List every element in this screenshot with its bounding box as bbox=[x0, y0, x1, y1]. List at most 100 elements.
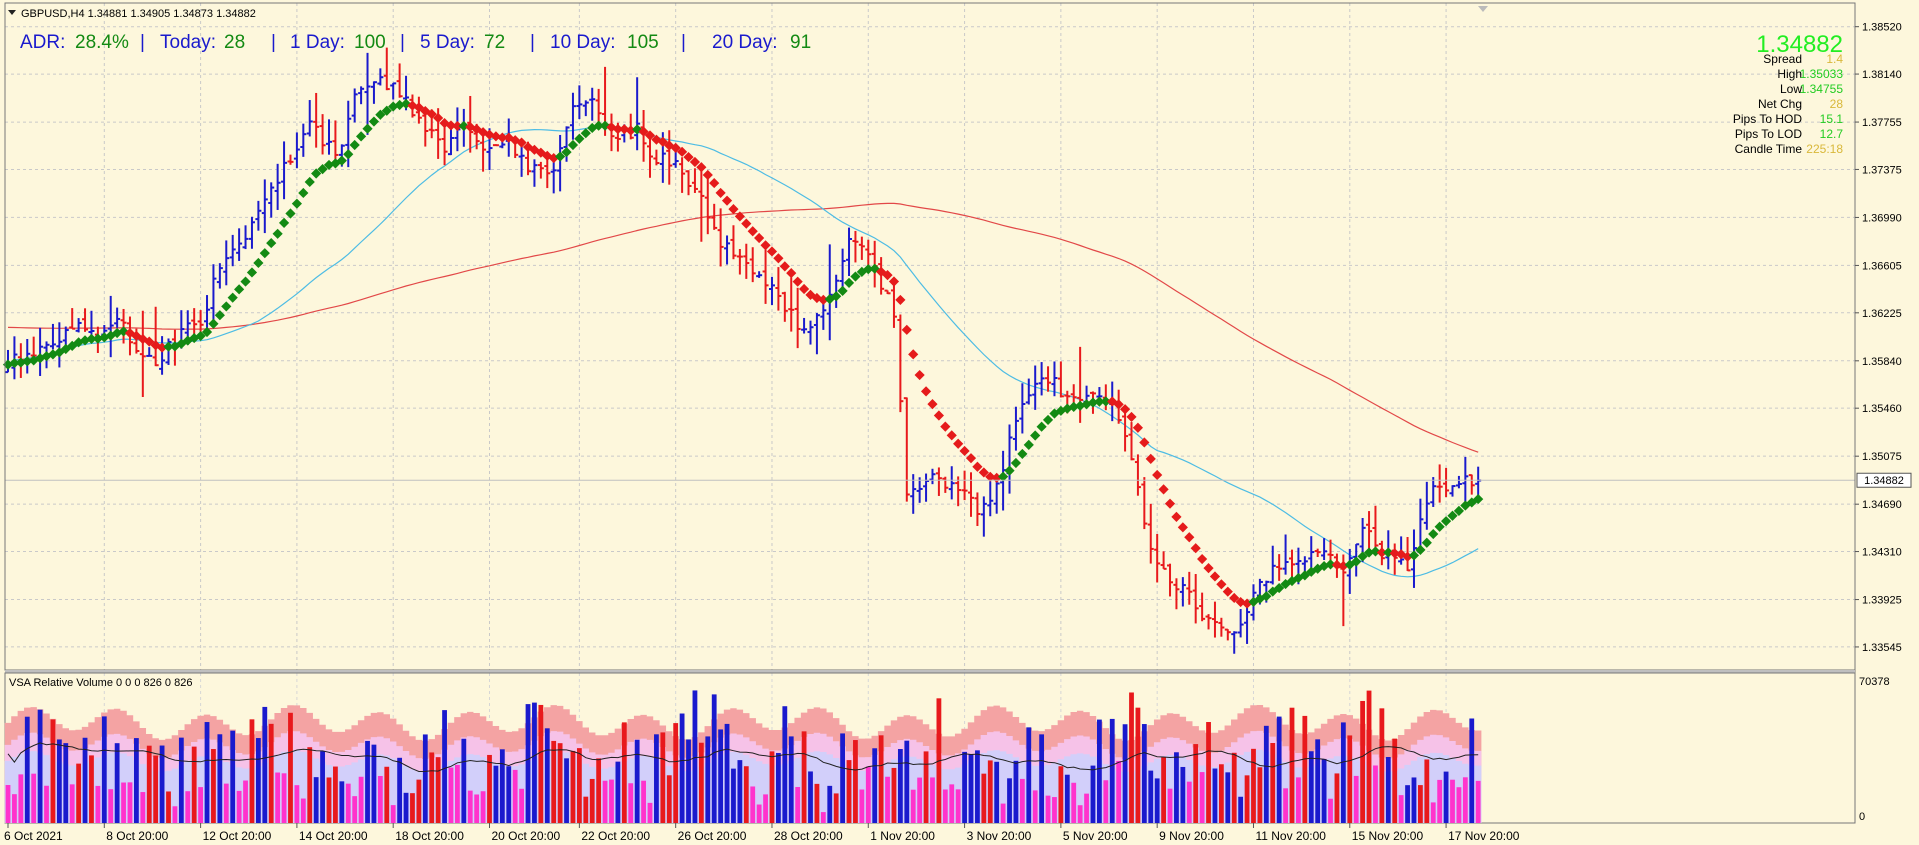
vsa-volume-bar bbox=[551, 740, 557, 823]
vsa-volume-bar bbox=[223, 783, 229, 823]
trend-ma-dot bbox=[1408, 550, 1420, 561]
vsa-volume-bar bbox=[1251, 748, 1256, 823]
today-value: 28 bbox=[224, 32, 245, 53]
vsa-volume-bar bbox=[172, 806, 178, 823]
symbol-header: GBPUSD,H4 1.34881 1.34905 1.34873 1.3488… bbox=[8, 8, 256, 20]
vsa-volume-bar bbox=[833, 793, 839, 823]
vsa-volume-bar bbox=[358, 776, 364, 823]
vsa-volume-bar bbox=[416, 779, 422, 823]
indicator-separator bbox=[5, 670, 1855, 673]
trend-ma-dot bbox=[1042, 414, 1054, 426]
vsa-volume-bar bbox=[1097, 719, 1102, 823]
vsa-volume-bar bbox=[467, 790, 473, 823]
vsa-volume-bar bbox=[185, 791, 191, 823]
vsa-volume-bar bbox=[114, 743, 120, 823]
vsa-volume-bar bbox=[12, 794, 17, 823]
price-axis-label: 1.35840 bbox=[1862, 356, 1902, 368]
adr-separator-3: | bbox=[400, 32, 405, 53]
vsa-volume-bar bbox=[596, 758, 602, 823]
vsa-volume-bar bbox=[641, 780, 646, 823]
trend-ma-dot bbox=[683, 151, 694, 163]
price-axis-label: 1.36605 bbox=[1862, 260, 1902, 272]
vsa-volume-bar bbox=[1193, 744, 1199, 823]
vsa-volume-bar bbox=[1052, 797, 1057, 823]
vsa-volume-bar bbox=[686, 739, 691, 823]
info-row-label: High bbox=[1777, 67, 1802, 81]
vsa-volume-bar bbox=[673, 723, 679, 823]
vsa-volume-bar bbox=[1392, 738, 1398, 823]
symbol-ohlc-line: GBPUSD,H4 1.34881 1.34905 1.34873 1.3488… bbox=[21, 8, 256, 20]
trend-ma-dot bbox=[1209, 571, 1221, 582]
vsa-volume-bar bbox=[1270, 742, 1276, 823]
time-axis-label: 17 Nov 20:00 bbox=[1448, 829, 1520, 843]
vsa-volume-bar bbox=[275, 772, 281, 823]
vsa-volume-bar bbox=[95, 785, 101, 823]
day10-label: 10 Day: bbox=[550, 32, 615, 53]
vsa-volume-bar bbox=[544, 728, 550, 823]
info-row-value: 1.34755 bbox=[1800, 82, 1844, 96]
vsa-volume-bar bbox=[583, 796, 589, 823]
vsa-volume-bar bbox=[1296, 777, 1301, 823]
vsa-volume-bar bbox=[403, 792, 409, 823]
vsa-volume-bar bbox=[1000, 803, 1006, 823]
chart-shift-marker[interactable] bbox=[1478, 6, 1488, 12]
adr-readout: ADR: 28.4% | Today: 28 | 1 Day: 100 | 5 … bbox=[20, 32, 811, 53]
info-row-label: Pips To HOD bbox=[1733, 112, 1802, 126]
vsa-volume-bar bbox=[76, 763, 82, 823]
vsa-volume-bar bbox=[18, 774, 24, 823]
vsa-volume-bar bbox=[589, 778, 595, 823]
vsa-volume-bar bbox=[878, 735, 884, 823]
vsa-volume-bar bbox=[448, 767, 454, 823]
dropdown-triangle-icon[interactable] bbox=[8, 10, 16, 15]
vsa-volume-bar bbox=[243, 780, 248, 823]
vsa-volume-bar bbox=[320, 751, 325, 823]
vsa-volume-bar bbox=[769, 751, 775, 823]
time-axis-label: 22 Oct 20:00 bbox=[581, 829, 650, 843]
trend-ma-dot bbox=[1389, 548, 1400, 559]
trend-ma-dot bbox=[92, 333, 103, 344]
vsa-volume-bar bbox=[512, 769, 518, 823]
trend-ma-dot bbox=[304, 176, 315, 188]
time-axis-label: 20 Oct 20:00 bbox=[492, 829, 561, 843]
trend-ma-dot bbox=[1363, 547, 1375, 558]
vsa-volume-bar bbox=[384, 766, 390, 823]
price-axis-label: 1.35460 bbox=[1862, 403, 1902, 415]
vsa-volume-bar bbox=[814, 783, 820, 823]
trend-ma-dot bbox=[375, 109, 386, 120]
trend-ma-dot bbox=[1126, 411, 1137, 423]
adr-separator-5: | bbox=[681, 32, 686, 53]
trend-ma-dot bbox=[972, 461, 983, 472]
vsa-volume-bar bbox=[1411, 777, 1417, 823]
trend-ma-dot bbox=[959, 445, 970, 457]
trend-ma-dot bbox=[214, 310, 225, 321]
info-row-label: Low bbox=[1780, 82, 1802, 96]
vsa-volume-bar bbox=[795, 786, 801, 823]
time-axis-label: 5 Nov 20:00 bbox=[1063, 829, 1128, 843]
vsa-volume-bar bbox=[365, 740, 370, 823]
vsa-volume-bar bbox=[1206, 722, 1211, 823]
trend-ma-dot bbox=[1216, 579, 1227, 590]
vsa-volume-bar bbox=[885, 776, 890, 823]
vsa-volume-bar bbox=[1360, 700, 1366, 823]
trend-ma-dot bbox=[1222, 586, 1233, 597]
vsa-volume-bar bbox=[724, 723, 730, 823]
vsa-volume-bar bbox=[634, 739, 640, 823]
medium-ma-path bbox=[7, 125, 1479, 578]
vsa-volume-bar bbox=[820, 812, 826, 823]
vsa-volume-bar bbox=[1058, 766, 1064, 823]
vsa-average-line bbox=[7, 742, 1479, 773]
vsa-volume-bar bbox=[660, 732, 666, 823]
time-axis-label: 28 Oct 20:00 bbox=[774, 829, 843, 843]
day5-label: 5 Day: bbox=[420, 32, 475, 53]
trend-ma-dot bbox=[946, 430, 957, 441]
vsa-volume-bar bbox=[609, 779, 614, 823]
slow-ma-path bbox=[7, 202, 1479, 453]
vsa-volume-bar bbox=[281, 773, 287, 823]
time-axis-label: 12 Oct 20:00 bbox=[203, 829, 272, 843]
info-row-label: Net Chg bbox=[1758, 97, 1802, 111]
vsa-volume-bar bbox=[1366, 690, 1372, 823]
trend-ma-dot bbox=[362, 123, 373, 134]
trend-ma-dot bbox=[953, 438, 964, 449]
